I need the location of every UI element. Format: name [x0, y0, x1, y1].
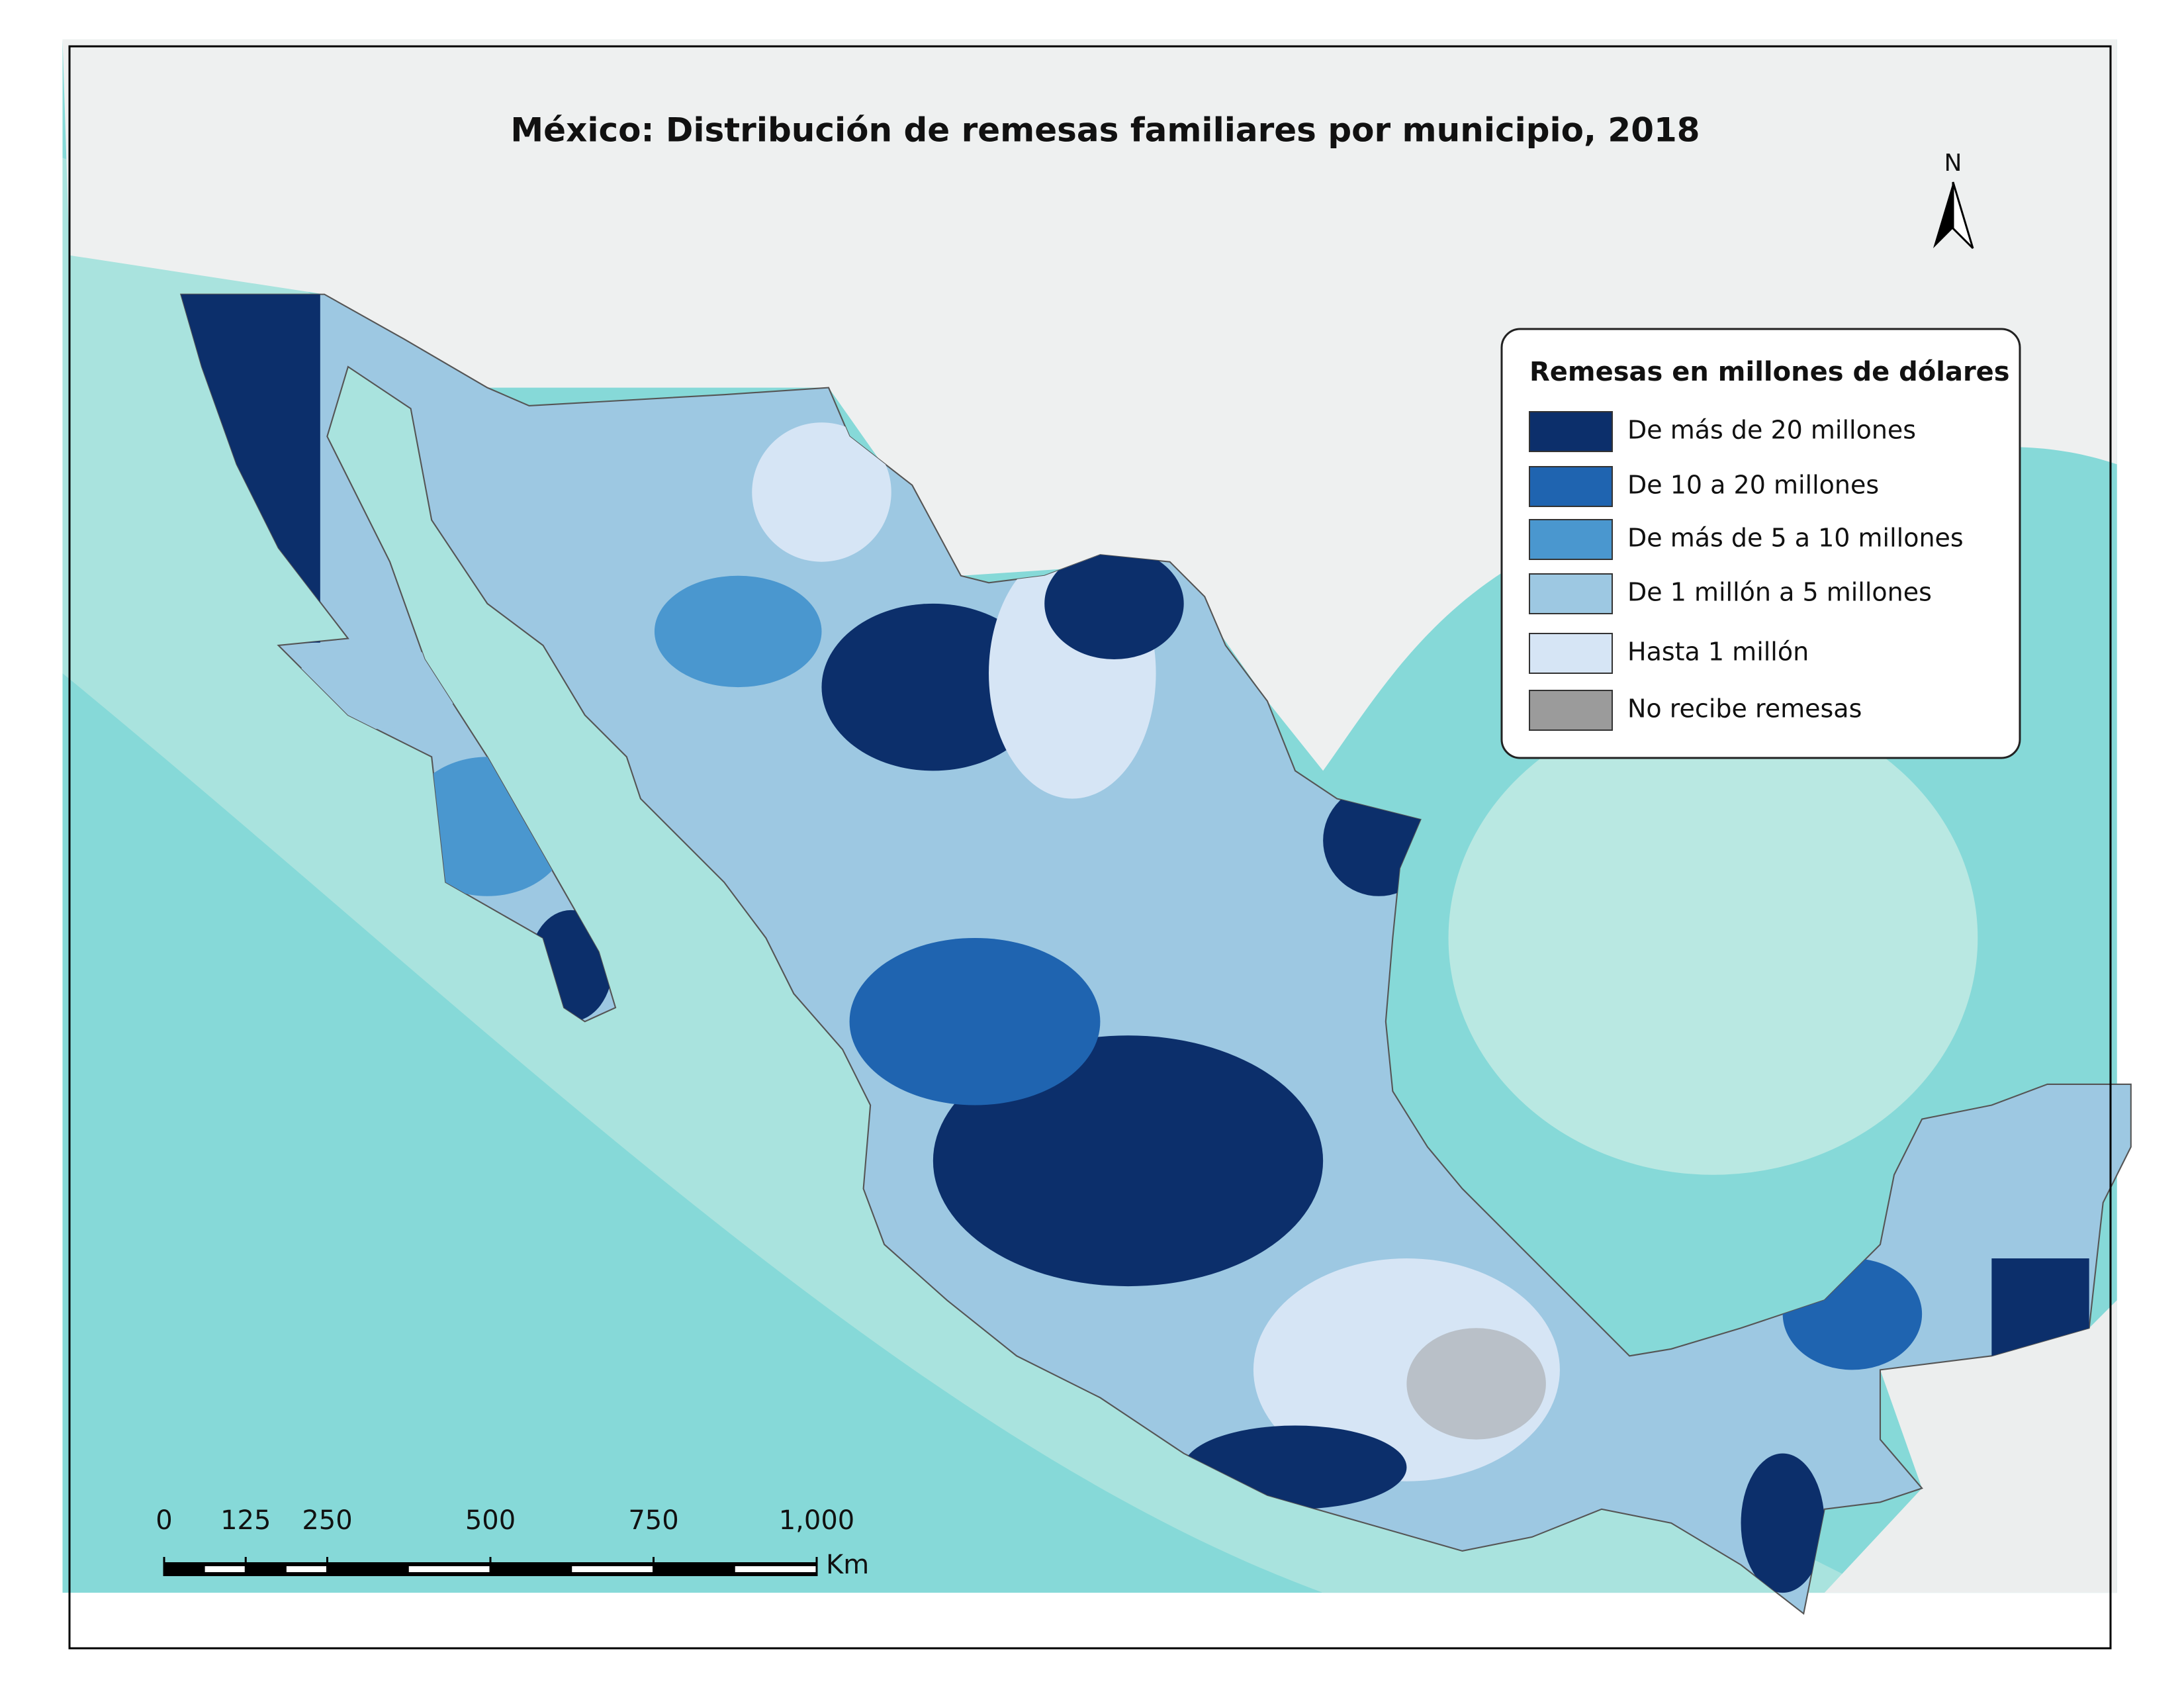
scale-bar-segment — [205, 1566, 246, 1572]
north-arrow-right — [1952, 181, 1974, 250]
legend-label: De 10 a 20 millones — [1627, 471, 1879, 500]
scale-tick-label: 500 — [465, 1505, 516, 1536]
legend-swatch — [1529, 690, 1613, 731]
scale-unit: Km — [826, 1550, 869, 1580]
land-south — [1824, 1300, 2117, 1593]
legend-label: De 1 millón a 5 millones — [1627, 578, 1932, 607]
legend-label: Hasta 1 millón — [1627, 637, 1809, 667]
scale-tick-label: 0 — [156, 1505, 172, 1536]
shelf — [1448, 701, 1978, 1175]
legend-title: Remesas en millones de dólares — [1529, 357, 2010, 387]
legend-swatch — [1529, 633, 1613, 674]
legend-swatch — [1529, 573, 1613, 614]
scale-bar-segment — [286, 1566, 328, 1572]
legend: Remesas en millones de dólares De más de… — [1500, 328, 2021, 759]
frame — [68, 45, 2112, 1650]
north-label: N — [1944, 150, 1962, 177]
municipalities — [181, 294, 2089, 1593]
scale-tick-label: 750 — [628, 1505, 678, 1536]
land-north — [62, 39, 2117, 771]
legend-label: No recibe remesas — [1627, 694, 1862, 724]
scale-bar-segment — [735, 1566, 817, 1572]
legend-box — [1500, 328, 2021, 759]
legend-label: De más de 5 a 10 millones — [1627, 524, 1964, 553]
legend-swatch — [1529, 411, 1613, 452]
north-arrow-left — [1933, 182, 1953, 248]
north-arrow: N — [1933, 150, 1974, 250]
scale-tick-label: 125 — [220, 1505, 271, 1536]
scale-bar: 0 125 250 500 750 1,000 Km — [156, 1505, 869, 1580]
scale-tick-label: 1,000 — [779, 1505, 855, 1536]
scale-tick-label: 250 — [302, 1505, 352, 1536]
map-title: México: Distribución de remesas familiar… — [510, 111, 1700, 150]
basemap — [62, 39, 2132, 1615]
legend-swatch — [1529, 519, 1613, 560]
scale-bar-segment — [572, 1566, 654, 1572]
legend-swatch — [1529, 466, 1613, 507]
legend-label: De más de 20 millones — [1627, 416, 1916, 445]
scale-bar-segment — [408, 1566, 490, 1572]
